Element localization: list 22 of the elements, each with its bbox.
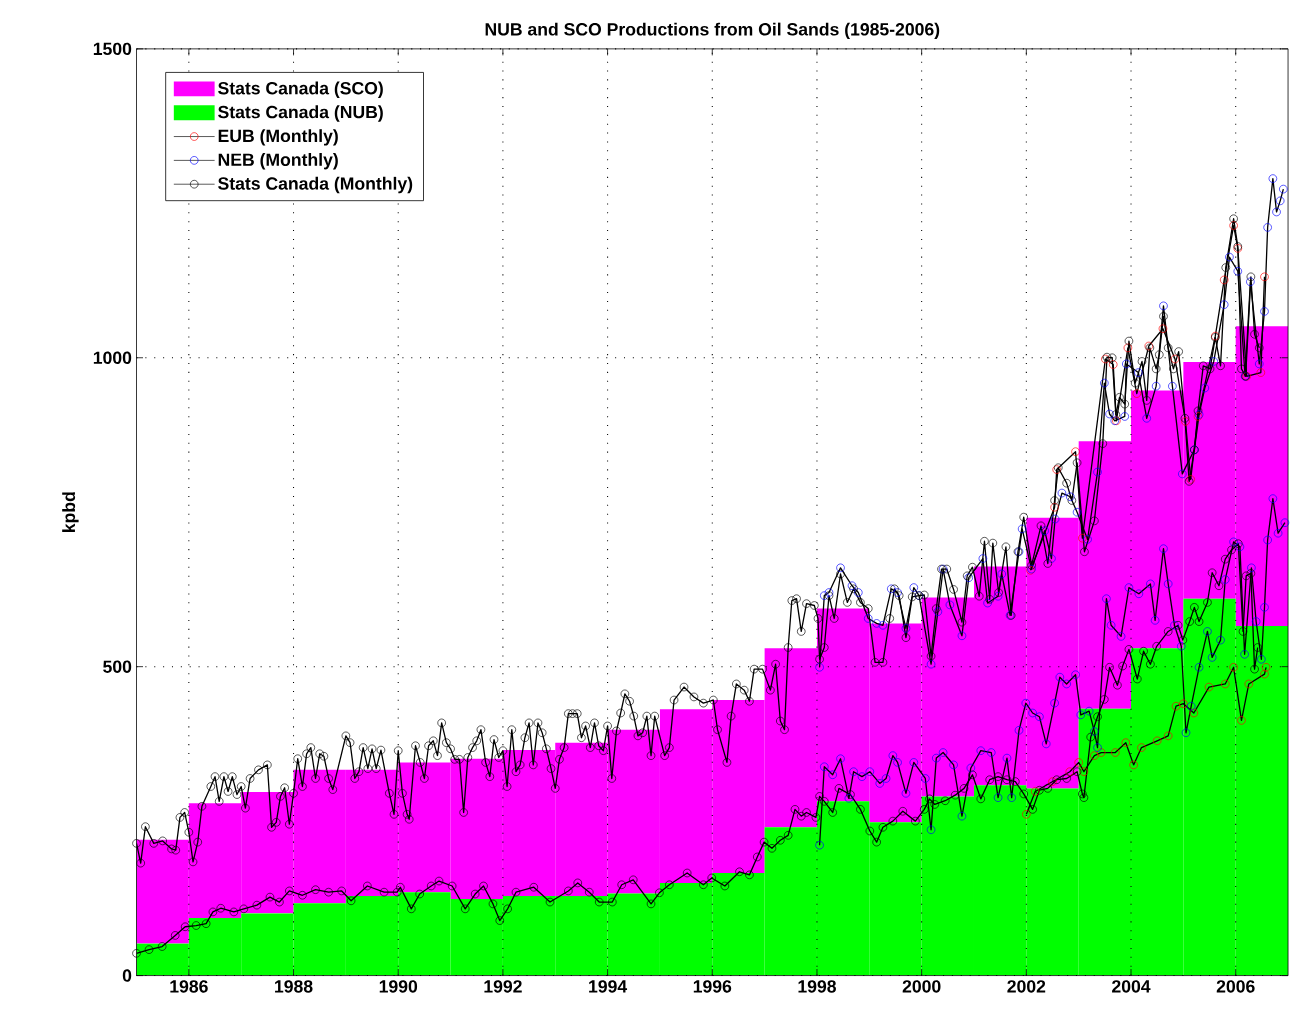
y-axis-title: kpbd [62,492,79,533]
legend-label: NEB (Monthly) [218,153,338,170]
x-tick-label: 1992 [484,980,522,993]
x-tick-label: 1996 [693,980,732,993]
x-tick-label: 1990 [379,980,418,993]
x-tick-label: 2002 [1007,980,1046,993]
legend-label: Stats Canada (SCO) [218,81,383,99]
y-tick-label: 1000 [93,351,132,365]
x-tick-label: 2006 [1216,980,1255,993]
x-tick-label: 1998 [798,980,836,993]
legend-label: Stats Canada (NUB) [218,105,383,122]
x-tick-label: 1994 [589,980,628,993]
y-tick-label: 0 [122,969,132,982]
x-tick-label: 2000 [902,980,941,993]
y-tick-label: 500 [103,660,132,673]
x-tick-label: 1988 [275,980,313,993]
x-tick-label: 2004 [1112,980,1151,993]
legend-label: EUB (Monthly) [218,129,338,146]
y-tick-label: 1500 [93,42,132,56]
legend-label: Stats Canada (Monthly) [218,176,413,194]
chart-title: NUB and SCO Productions from Oil Sands (1985-2006) [485,22,940,40]
x-tick-label: 1986 [170,980,208,993]
